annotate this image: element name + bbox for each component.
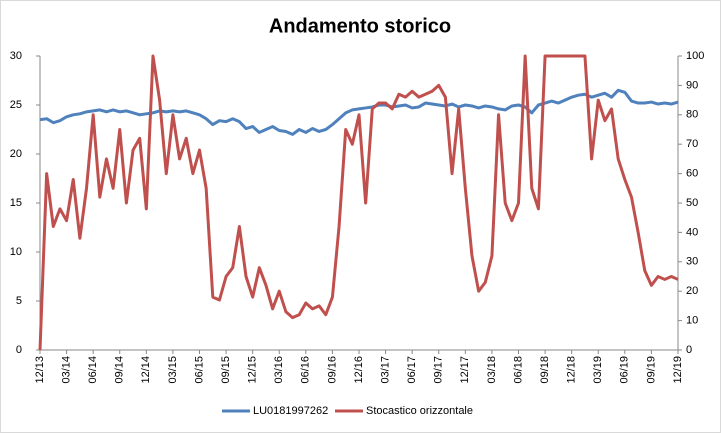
x-tick-label: 09/16: [326, 356, 338, 384]
legend-label: LU0181997262: [253, 405, 328, 417]
x-tick-label: 03/14: [60, 356, 72, 384]
x-tick-label: 03/15: [167, 356, 179, 384]
x-tick-label: 06/16: [300, 356, 312, 384]
y2-tick-label: 50: [686, 197, 698, 209]
y2-tick-label: 80: [686, 109, 698, 121]
x-tick-label: 06/19: [619, 356, 631, 384]
x-tick-label: 12/15: [247, 356, 259, 384]
legend-label: Stocastico orizzontale: [366, 405, 473, 417]
y2-tick-label: 0: [686, 344, 692, 356]
chart-title: Andamento storico: [269, 15, 451, 37]
y-tick-label: 0: [16, 344, 22, 356]
y-tick-label: 30: [10, 50, 22, 62]
y2-tick-label: 90: [686, 79, 698, 91]
series-line: [38, 54, 679, 351]
x-tick-label: 03/18: [486, 356, 498, 384]
x-tick-label: 12/13: [34, 356, 46, 384]
x-tick-label: 06/17: [406, 356, 418, 384]
y-tick-label: 25: [10, 99, 22, 111]
x-tick-label: 09/14: [114, 356, 126, 384]
y2-tick-label: 30: [686, 256, 698, 268]
x-tick-label: 12/18: [566, 356, 578, 384]
y2-tick-label: 40: [686, 226, 698, 238]
y-tick-label: 20: [10, 148, 22, 160]
x-tick-label: 03/19: [592, 356, 604, 384]
x-tick-label: 09/17: [433, 356, 445, 384]
y-tick-label: 15: [10, 197, 22, 209]
x-tick-label: 12/19: [672, 356, 684, 384]
x-tick-label: 12/14: [140, 356, 152, 384]
x-tick-label: 06/15: [193, 356, 205, 384]
x-tick-label: 06/18: [512, 356, 524, 384]
x-tick-label: 12/16: [353, 356, 365, 384]
y2-tick-label: 70: [686, 138, 698, 150]
x-tick-label: 03/16: [273, 356, 285, 384]
x-tick-label: 09/19: [645, 356, 657, 384]
y2-tick-label: 10: [686, 315, 698, 327]
series-line: [39, 88, 679, 136]
x-tick-label: 09/15: [220, 356, 232, 384]
x-tick-label: 12/17: [459, 356, 471, 384]
x-tick-label: 06/14: [87, 356, 99, 384]
y2-tick-label: 20: [686, 285, 698, 297]
x-tick-label: 03/17: [379, 356, 391, 384]
y-tick-label: 5: [16, 295, 22, 307]
y-tick-label: 10: [10, 246, 22, 258]
y2-tick-label: 100: [686, 50, 704, 62]
y2-tick-label: 60: [686, 168, 698, 180]
x-tick-label: 09/18: [539, 356, 551, 384]
